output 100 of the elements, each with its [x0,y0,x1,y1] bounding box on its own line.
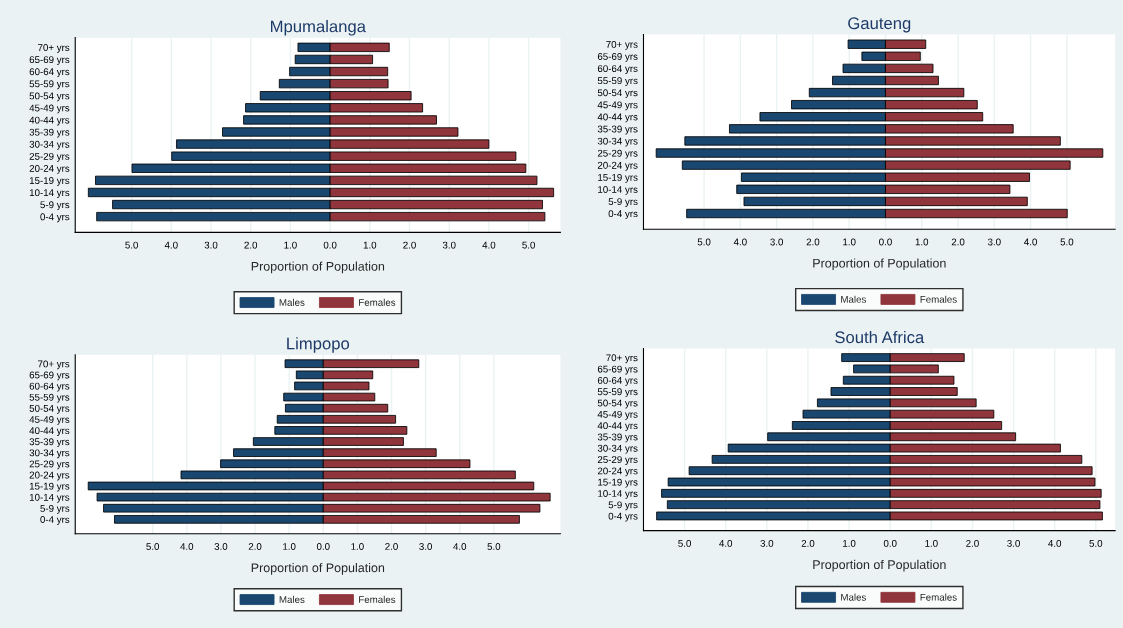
x-tick-label: 5.0 [1089,539,1103,547]
y-tick-label: 40-44 yrs [597,113,638,123]
y-tick-label: 60-64 yrs [29,68,70,78]
x-tick-label: 3.0 [1007,539,1020,547]
x-axis-title: Proportion of Population [813,559,946,572]
x-tick-label: 2.0 [951,238,965,246]
y-tick-label: 65-69 yrs [597,53,638,62]
x-tick-label: 1.0 [351,543,364,550]
x-tick-label: 2.0 [801,539,815,547]
y-tick-label: 70+ yrs [38,360,70,370]
x-tick-label: 3.0 [987,238,1001,246]
y-tick-label: 5-9 yrs [608,501,638,511]
x-tick-label: 4.0 [482,241,496,249]
legend-label: Females [920,593,957,601]
x-tick-label: 2.0 [385,543,398,550]
x-tick-label: 5.0 [1060,238,1074,246]
y-tick-label: 70+ yrs [606,354,638,364]
y-tick-label: 70+ yrs [606,40,638,50]
y-tick-label: 40-44 yrs [597,422,638,431]
y-tick-label: 0-4 yrs [40,516,70,525]
x-tick-label: 4.0 [453,543,467,550]
y-tick-label: 20-24 yrs [29,165,70,174]
legend-label: Males [841,295,866,303]
chart-title: Gauteng [848,17,911,33]
chart-title: South Africa [835,330,925,344]
y-tick-label: 0-4 yrs [608,210,638,220]
x-tick-label: 1.0 [363,241,377,249]
y-tick-label: 50-54 yrs [597,89,638,99]
y-tick-label: 10-14 yrs [598,490,638,499]
y-tick-label: 65-69 yrs [29,371,70,381]
y-tick-label: 10-14 yrs [29,189,70,198]
x-tick-label: 0.0 [316,543,330,550]
y-tick-label: 45-49 yrs [29,416,70,425]
y-tick-label: 20-24 yrs [597,467,638,477]
y-tick-label: 0-4 yrs [40,213,70,223]
y-tick-label: 5-9 yrs [608,198,638,207]
legend-label: Males [841,593,866,601]
x-tick-label: 3.0 [442,241,456,249]
y-tick-label: 30-34 yrs [29,140,70,150]
y-tick-label: 70+ yrs [38,44,70,53]
x-tick-label: 3.0 [770,238,784,246]
x-tick-label: 2.0 [806,238,820,246]
x-tick-label: 2.0 [966,539,979,547]
y-tick-label: 10-14 yrs [29,493,70,503]
legend-label: Males [279,298,305,306]
y-tick-label: 35-39 yrs [597,433,638,443]
x-tick-label: 1.0 [925,539,938,547]
y-tick-label: 55-59 yrs [597,77,638,87]
y-tick-label: 35-39 yrs [29,438,70,448]
x-tick-label: 0.0 [883,539,897,547]
x-tick-label: 5.0 [678,539,691,547]
x-tick-label: 5.0 [697,238,711,246]
x-tick-label: 1.0 [284,241,297,249]
x-tick-label: 2.0 [244,241,258,249]
y-tick-label: 0-4 yrs [608,512,638,522]
x-tick-label: 1.0 [915,238,929,246]
x-tick-label: 1.0 [283,543,296,550]
x-tick-label: 1.0 [843,539,856,547]
y-tick-label: 30-34 yrs [597,444,638,454]
y-tick-label: 45-49 yrs [597,410,638,420]
chart-title: Limpopo [287,337,350,353]
y-tick-label: 60-64 yrs [597,376,638,386]
y-tick-label: 55-59 yrs [597,388,638,398]
y-tick-label: 35-39 yrs [29,128,70,138]
y-tick-label: 65-69 yrs [597,365,638,375]
y-tick-label: 60-64 yrs [29,382,70,392]
y-tick-label: 5-9 yrs [40,504,70,514]
y-tick-label: 45-49 yrs [29,104,70,114]
x-tick-label: 4.0 [1024,238,1037,246]
x-tick-label: 5.0 [522,241,535,249]
y-tick-label: 65-69 yrs [29,56,70,65]
y-tick-label: 15-19 yrs [598,478,638,488]
legend-label: Females [920,295,957,303]
x-axis-title: Proportion of Population [251,563,385,575]
x-axis-title: Proportion of Population [813,258,946,271]
x-tick-label: 0.0 [323,241,337,249]
legend-label: Females [359,298,396,306]
x-tick-label: 3.0 [419,543,432,550]
y-tick-label: 15-19 yrs [598,173,638,183]
y-tick-label: 20-24 yrs [597,161,638,171]
y-tick-label: 15-19 yrs [29,177,70,186]
x-tick-label: 4.0 [1048,539,1062,547]
legend-label: Males [279,595,305,603]
y-tick-label: 55-59 yrs [29,80,70,90]
y-tick-label: 55-59 yrs [29,393,70,403]
x-tick-label: 0.0 [879,238,892,246]
y-tick-label: 5-9 yrs [40,201,70,211]
x-tick-label: 3.0 [760,539,774,547]
y-tick-label: 25-29 yrs [29,152,70,162]
x-tick-label: 4.0 [180,543,194,550]
x-tick-label: 5.0 [146,543,160,550]
y-tick-label: 40-44 yrs [29,427,70,436]
x-tick-label: 3.0 [204,241,218,249]
y-tick-label: 40-44 yrs [29,116,70,126]
x-tick-label: 4.0 [719,539,733,547]
x-tick-label: 4.0 [733,238,747,246]
y-tick-label: 50-54 yrs [29,92,70,102]
y-tick-label: 35-39 yrs [597,125,638,135]
y-tick-label: 50-54 yrs [29,404,70,414]
x-axis-title: Proportion of Population [251,261,385,274]
